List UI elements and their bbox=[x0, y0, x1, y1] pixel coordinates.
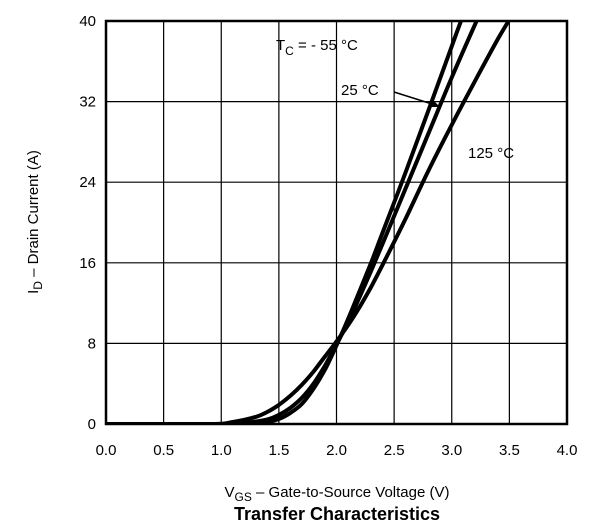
x-tick-labels: 0.0 0.5 1.0 1.5 2.0 2.5 3.0 3.5 4.0 bbox=[96, 442, 578, 459]
x-tick-label: 1.5 bbox=[268, 442, 289, 459]
x-tick-label: 0.0 bbox=[96, 442, 117, 459]
series-label-25c-arrowhead bbox=[428, 99, 440, 107]
series-curve-minus55c bbox=[106, 21, 464, 424]
x-tick-label: 2.0 bbox=[326, 442, 347, 459]
x-tick-label: 3.0 bbox=[441, 442, 462, 459]
y-tick-labels: 0 8 16 24 32 40 bbox=[79, 13, 96, 433]
series-curve-25c bbox=[106, 21, 479, 424]
grid bbox=[106, 21, 567, 424]
series-label-25c: 25 °C bbox=[341, 82, 379, 99]
x-tick-label: 3.5 bbox=[499, 442, 520, 459]
chart-title: Transfer Characteristics bbox=[234, 504, 440, 524]
x-tick-label: 1.0 bbox=[211, 442, 232, 459]
x-tick-label: 0.5 bbox=[153, 442, 174, 459]
x-axis-label: VGS – Gate-to-Source Voltage (V) bbox=[225, 484, 450, 504]
series-curve-125c bbox=[106, 21, 511, 424]
y-tick-label: 8 bbox=[88, 335, 96, 352]
y-tick-label: 24 bbox=[79, 174, 96, 191]
y-axis-label: ID – Drain Current (A) bbox=[25, 150, 45, 294]
x-tick-label: 4.0 bbox=[557, 442, 578, 459]
data-curves bbox=[106, 21, 511, 424]
series-labels: TC = - 55 °C 25 °C 125 °C bbox=[276, 37, 514, 162]
series-label-125c: 125 °C bbox=[468, 145, 514, 162]
plot-frame bbox=[104, 19, 569, 426]
y-tick-label: 0 bbox=[88, 416, 96, 433]
y-tick-label: 32 bbox=[79, 94, 96, 111]
series-label-25c-leader-line bbox=[393, 91, 433, 105]
y-tick-label: 40 bbox=[79, 13, 96, 30]
series-label-minus55c: TC = - 55 °C bbox=[276, 37, 358, 58]
y-tick-label: 16 bbox=[79, 255, 96, 272]
x-tick-label: 2.5 bbox=[384, 442, 405, 459]
